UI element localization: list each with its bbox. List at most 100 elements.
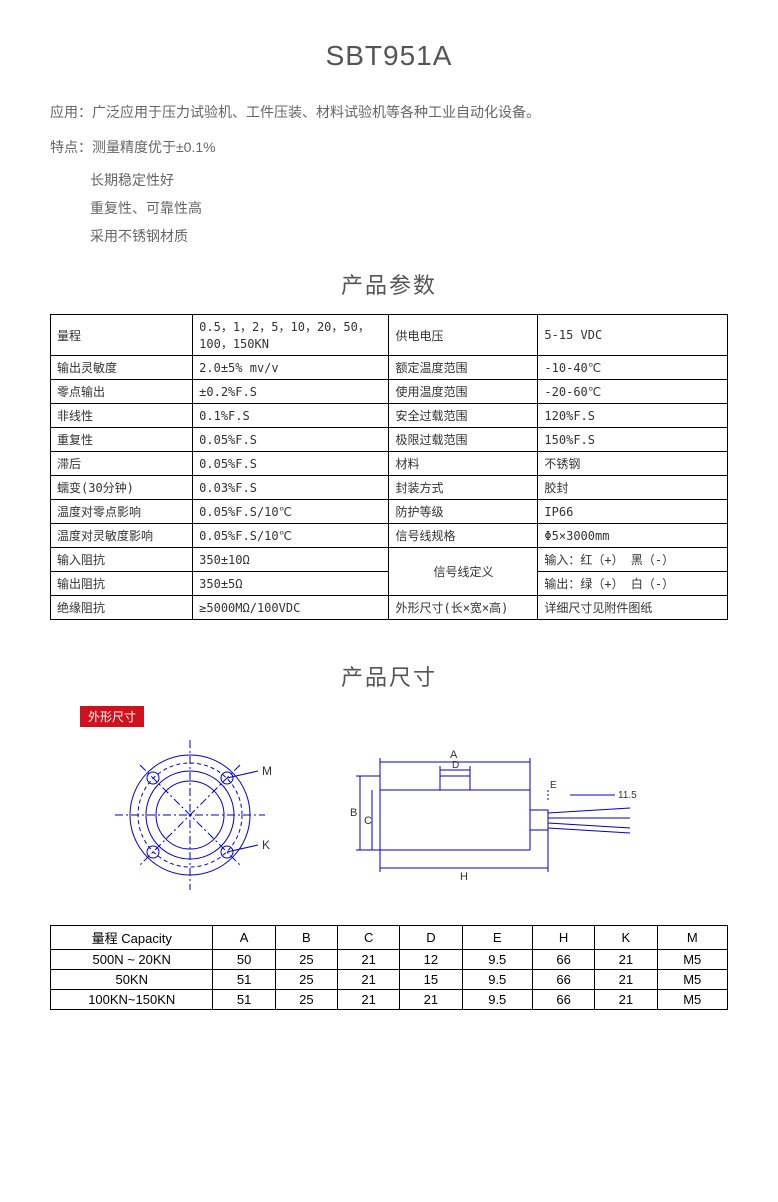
spec-cell: 量程 (51, 315, 193, 356)
dims-cell: 50 (213, 950, 275, 970)
table-row: 绝缘阻抗 ≥5000MΩ/100VDC 外形尺寸(长×宽×高) 详细尺寸见附件图… (51, 596, 728, 620)
dims-cell: 9.5 (462, 950, 532, 970)
spec-cell: ≥5000MΩ/100VDC (193, 596, 389, 620)
spec-table: 量程 0.5，1，2，5，10，20，50，100，150KN 供电电压 5-1… (50, 314, 728, 620)
dims-table: 量程 Capacity A B C D E H K M 500N ~ 20KN … (50, 925, 728, 1010)
spec-cell: 温度对灵敏度影响 (51, 524, 193, 548)
diagram-label-m: M (262, 764, 272, 778)
spec-cell: 不锈钢 (538, 452, 728, 476)
spec-cell: -10-40℃ (538, 356, 728, 380)
dims-header: E (462, 926, 532, 950)
spec-cell: 0.5，1，2，5，10，20，50，100，150KN (193, 315, 389, 356)
dims-cell: M5 (657, 990, 727, 1010)
dims-cell: 21 (338, 990, 400, 1010)
application-line: 应用：广泛应用于压力试验机、工件压装、材料试验机等各种工业自动化设备。 (50, 100, 728, 125)
spec-cell: Φ5×3000mm (538, 524, 728, 548)
spec-cell: 0.05%F.S (193, 428, 389, 452)
spec-cell: 信号线定义 (389, 548, 538, 596)
spec-cell: 供电电压 (389, 315, 538, 356)
dims-cell: 500N ~ 20KN (51, 950, 213, 970)
diagram-label-h: H (460, 871, 468, 883)
table-row: 温度对零点影响 0.05%F.S/10℃ 防护等级 IP66 (51, 500, 728, 524)
outline-dim-label: 外形尺寸 (80, 706, 144, 727)
spec-cell: 材料 (389, 452, 538, 476)
spec-cell: 外形尺寸(长×宽×高) (389, 596, 538, 620)
spec-cell: 150%F.S (538, 428, 728, 452)
dims-cell: 66 (532, 990, 594, 1010)
dims-cell: 21 (595, 990, 657, 1010)
spec-cell: 非线性 (51, 404, 193, 428)
spec-cell: 输入阻抗 (51, 548, 193, 572)
spec-cell: 120%F.S (538, 404, 728, 428)
diagram-label-e: E (550, 780, 557, 791)
table-row: 50KN 51 25 21 15 9.5 66 21 M5 (51, 970, 728, 990)
table-row: 量程 Capacity A B C D E H K M (51, 926, 728, 950)
spec-cell: 零点输出 (51, 380, 193, 404)
dims-cell: 21 (400, 990, 462, 1010)
table-row: 温度对灵敏度影响 0.05%F.S/10℃ 信号线规格 Φ5×3000mm (51, 524, 728, 548)
spec-cell: 详细尺寸见附件图纸 (538, 596, 728, 620)
table-row: 500N ~ 20KN 50 25 21 12 9.5 66 21 M5 (51, 950, 728, 970)
table-row: 零点输出 ±0.2%F.S 使用温度范围 -20-60℃ (51, 380, 728, 404)
spec-cell: 输出阻抗 (51, 572, 193, 596)
product-title: SBT951A (50, 40, 728, 72)
diagram-label-k: K (262, 838, 270, 852)
table-row: 100KN~150KN 51 25 21 21 9.5 66 21 M5 (51, 990, 728, 1010)
spec-cell: 胶封 (538, 476, 728, 500)
dims-header: B (275, 926, 337, 950)
diagram-label-c: C (364, 815, 372, 827)
dims-header: 量程 Capacity (51, 926, 213, 950)
dims-header: A (213, 926, 275, 950)
dims-cell: 100KN~150KN (51, 990, 213, 1010)
spec-cell: 0.03%F.S (193, 476, 389, 500)
spec-cell: 输入：红（+） 黑（-） (538, 548, 728, 572)
dims-header: D (400, 926, 462, 950)
dims-cell: 9.5 (462, 990, 532, 1010)
feature-2: 重复性、可靠性高 (90, 198, 728, 218)
spec-cell: 防护等级 (389, 500, 538, 524)
spec-cell: 重复性 (51, 428, 193, 452)
table-row: 滞后 0.05%F.S 材料 不锈钢 (51, 452, 728, 476)
dims-cell: 66 (532, 970, 594, 990)
spec-cell: 信号线规格 (389, 524, 538, 548)
spec-cell: 0.05%F.S/10℃ (193, 524, 389, 548)
dim-section-title: 产品尺寸 (50, 660, 728, 692)
spec-cell: IP66 (538, 500, 728, 524)
diagram-label-115: 11.5 (618, 790, 637, 801)
dims-cell: 21 (595, 970, 657, 990)
dims-header: M (657, 926, 727, 950)
spec-cell: 350±5Ω (193, 572, 389, 596)
dims-cell: 25 (275, 990, 337, 1010)
dims-cell: 66 (532, 950, 594, 970)
dims-cell: 12 (400, 950, 462, 970)
side-diagram: A D B C E 11.5 H (320, 740, 650, 890)
spec-cell: 输出灵敏度 (51, 356, 193, 380)
spec-cell: 蠕变(30分钟) (51, 476, 193, 500)
dims-header: C (338, 926, 400, 950)
spec-cell: 绝缘阻抗 (51, 596, 193, 620)
spec-cell: 0.05%F.S/10℃ (193, 500, 389, 524)
spec-cell: 滞后 (51, 452, 193, 476)
dims-cell: 21 (338, 970, 400, 990)
dims-cell: 21 (595, 950, 657, 970)
dims-cell: 25 (275, 970, 337, 990)
application-text: 广泛应用于压力试验机、工件压装、材料试验机等各种工业自动化设备。 (92, 104, 540, 120)
spec-cell: 5-15 VDC (538, 315, 728, 356)
spec-cell: 2.0±5% mv/v (193, 356, 389, 380)
spec-cell: 极限过载范围 (389, 428, 538, 452)
spec-cell: 温度对零点影响 (51, 500, 193, 524)
diagram-label-b: B (350, 807, 357, 819)
feature-0: 测量精度优于±0.1% (92, 139, 216, 155)
dims-cell: 51 (213, 970, 275, 990)
spec-cell: 0.05%F.S (193, 452, 389, 476)
spec-cell: 额定温度范围 (389, 356, 538, 380)
dims-cell: 15 (400, 970, 462, 990)
spec-cell: 350±10Ω (193, 548, 389, 572)
spec-cell: -20-60℃ (538, 380, 728, 404)
feature-3: 采用不锈钢材质 (90, 226, 728, 246)
spec-cell: 安全过载范围 (389, 404, 538, 428)
table-row: 输出灵敏度 2.0±5% mv/v 额定温度范围 -10-40℃ (51, 356, 728, 380)
table-row: 蠕变(30分钟) 0.03%F.S 封装方式 胶封 (51, 476, 728, 500)
dims-cell: 51 (213, 990, 275, 1010)
spec-cell: 输出：绿（+） 白（-） (538, 572, 728, 596)
